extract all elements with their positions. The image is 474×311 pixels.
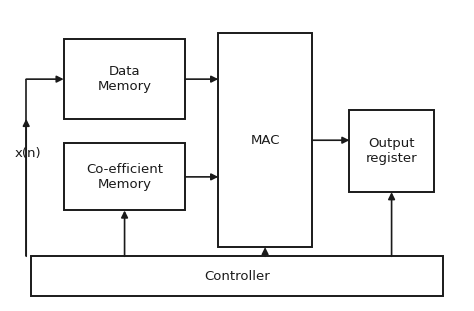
Text: x(n): x(n) [15,147,41,160]
Bar [64,39,185,119]
Bar [218,33,312,247]
Text: Output
register: Output register [366,137,418,165]
Text: MAC: MAC [250,134,280,147]
Bar [31,256,443,296]
Bar [349,110,434,192]
Text: Co-efficient
Memory: Co-efficient Memory [86,163,163,191]
Text: Data
Memory: Data Memory [98,65,152,93]
Text: Controller: Controller [204,270,270,283]
Bar [64,143,185,211]
